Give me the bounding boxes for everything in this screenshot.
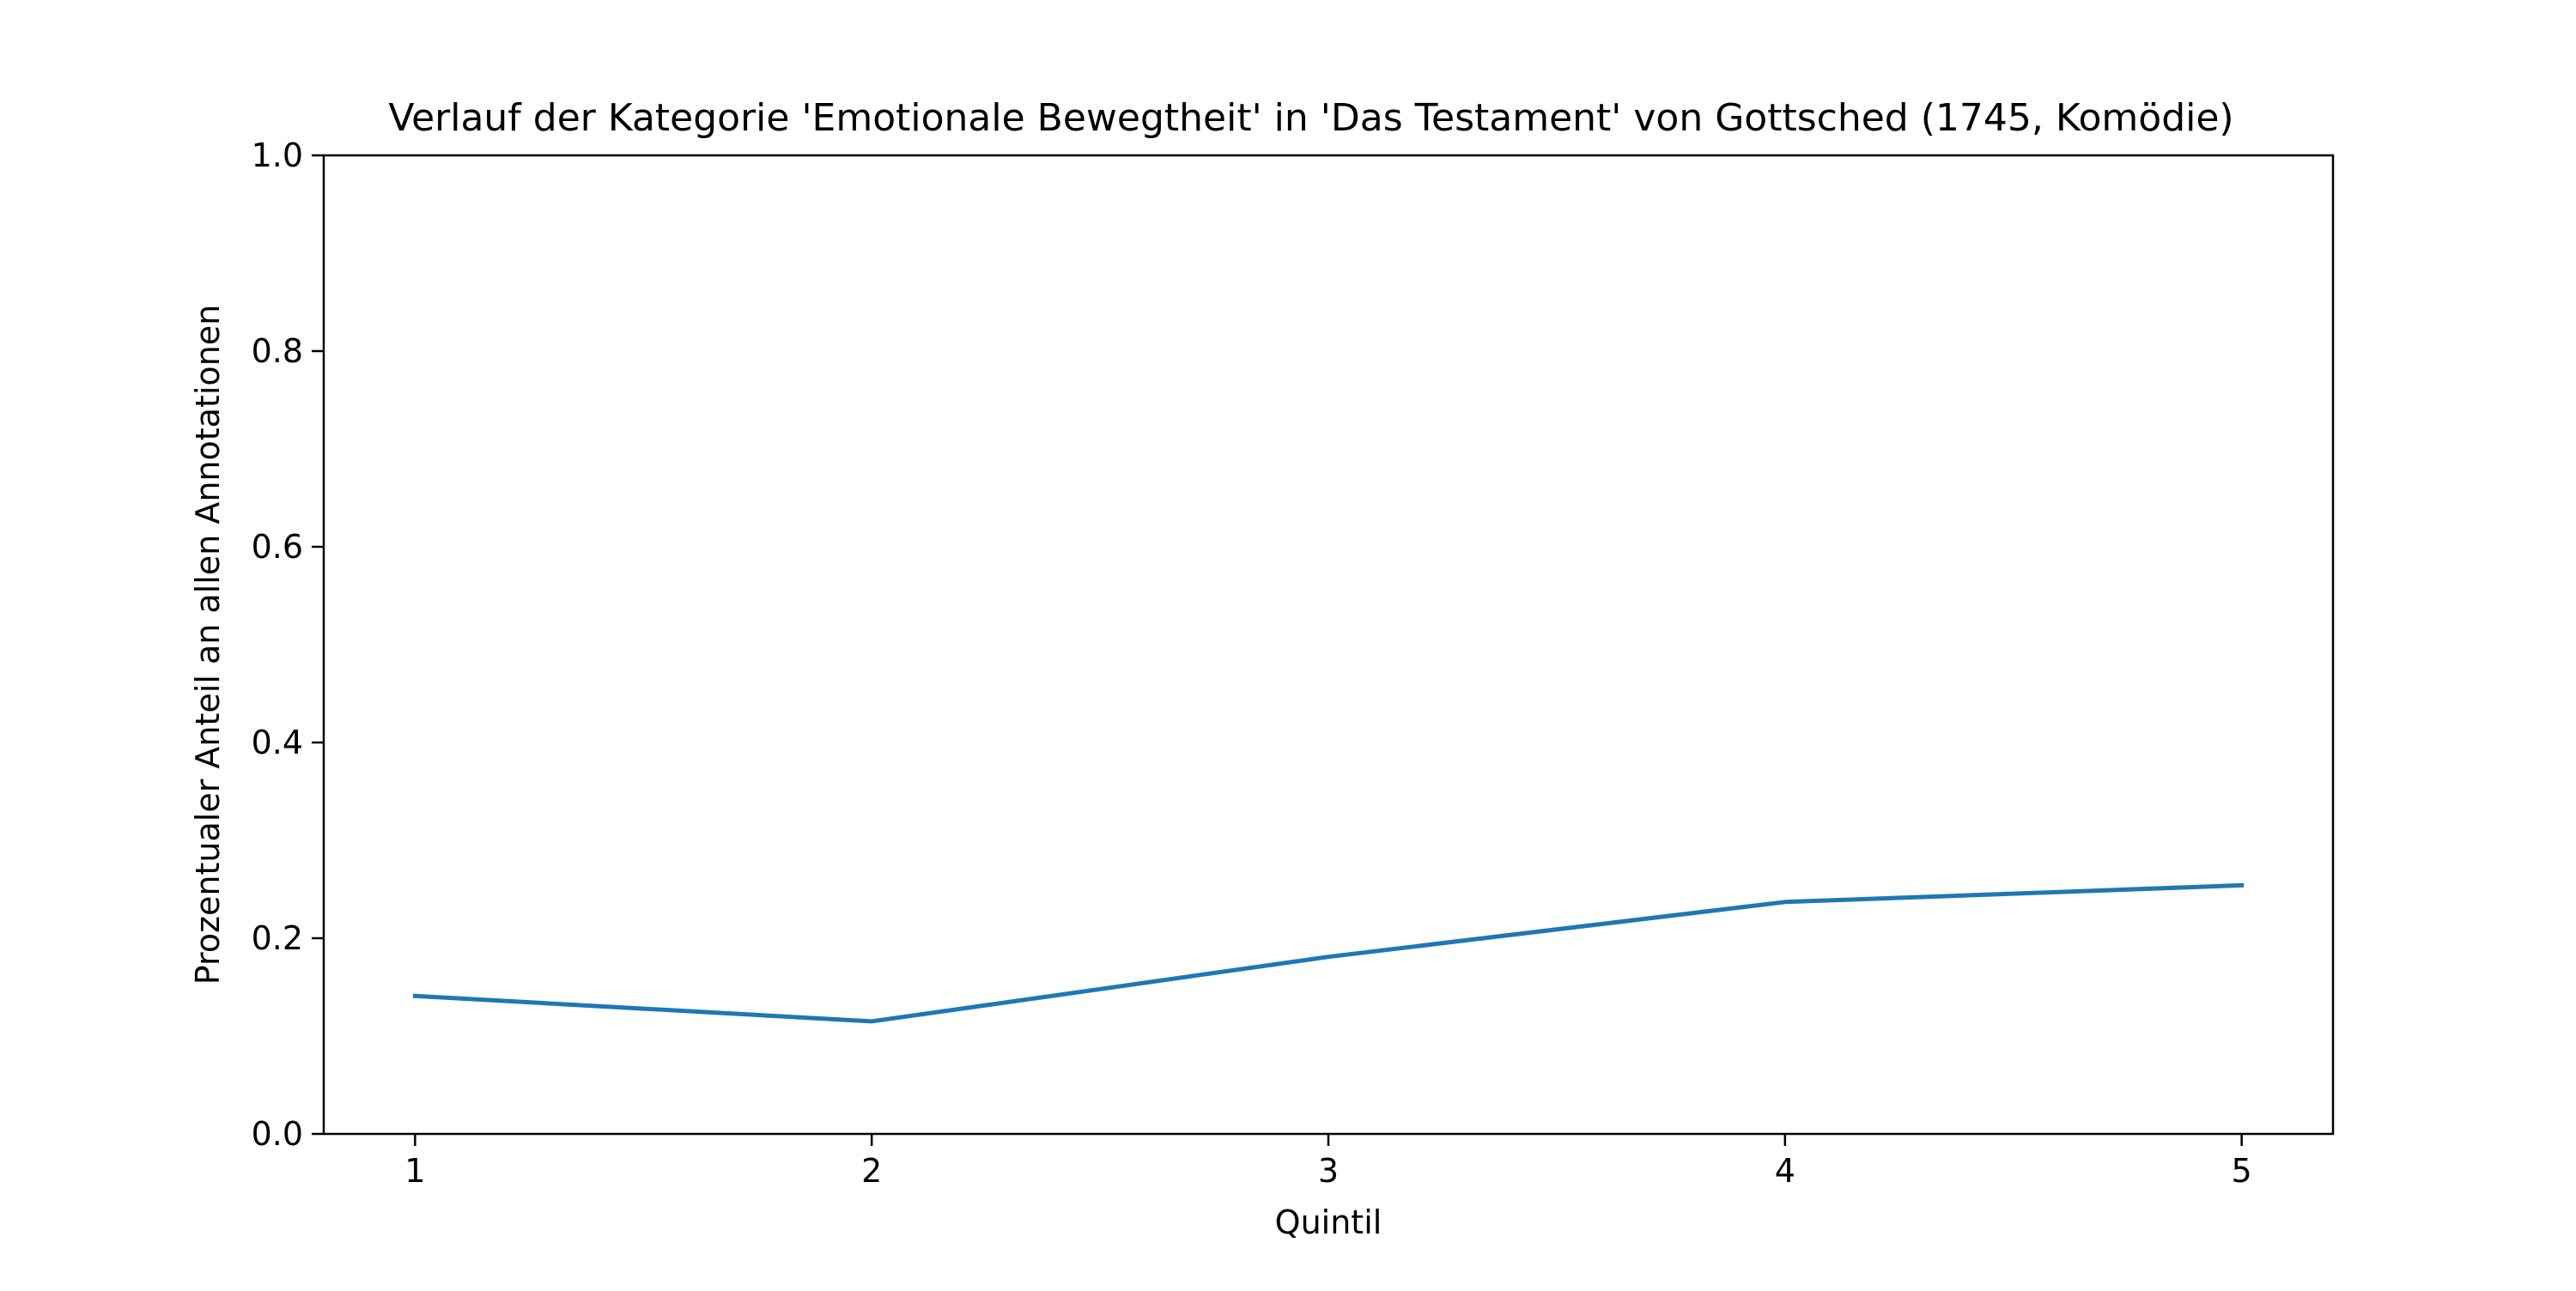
x-tick-label: 1: [404, 1152, 425, 1190]
y-tick-label: 0.8: [252, 332, 303, 370]
x-axis-label: Quintil: [1275, 1203, 1382, 1241]
x-tick-label: 2: [861, 1152, 882, 1190]
y-axis: 0.0 0.2 0.4 0.6 0.8 1.0: [252, 136, 324, 1153]
y-tick-label: 0.0: [252, 1115, 303, 1153]
series-line-1: [412, 882, 2245, 1024]
y-axis-label: Prozentualer Anteil an allen Annotatione…: [189, 305, 227, 985]
x-tick-label: 5: [2232, 1152, 2252, 1190]
y-tick-label: 1.0: [252, 136, 303, 174]
y-tick-label: 0.6: [252, 528, 303, 566]
plot-area: [412, 882, 2245, 1024]
y-tick-label: 0.4: [252, 724, 303, 761]
plot-frame: [322, 154, 2335, 1136]
x-tick-label: 3: [1318, 1152, 1339, 1190]
y-tick-label: 0.2: [252, 919, 303, 957]
x-axis: 1 2 3 4 5: [404, 1134, 2252, 1190]
x-tick-label: 4: [1775, 1152, 1795, 1190]
chart-title: Verlauf der Kategorie 'Emotionale Bewegt…: [388, 96, 2233, 140]
